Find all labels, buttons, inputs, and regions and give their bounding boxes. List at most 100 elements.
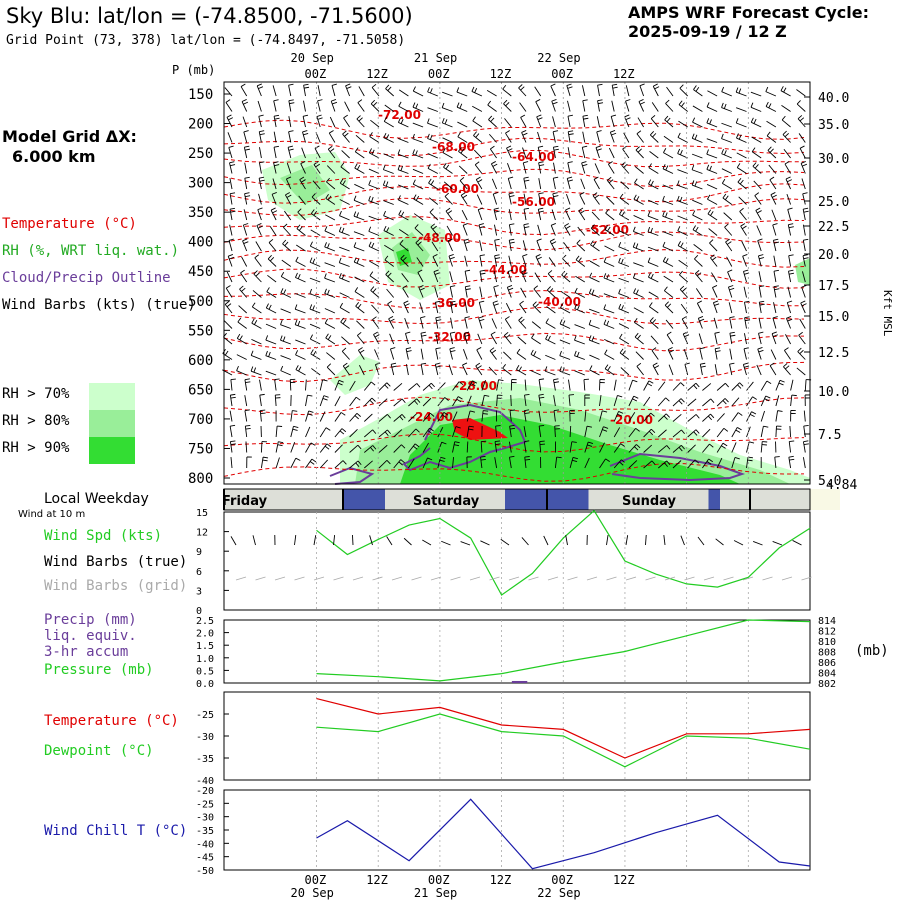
wind-barb-feather — [445, 164, 450, 170]
wind-barb — [474, 164, 483, 174]
wind-barb-feather — [721, 102, 724, 108]
wind-barb — [550, 85, 556, 97]
wind-barb — [721, 122, 732, 128]
windchill-panel-tick-label: -45 — [196, 853, 214, 864]
wind-barb — [804, 379, 807, 391]
wind-barb-feather — [647, 383, 653, 387]
wind-panel-tick-label: 0 — [196, 606, 202, 617]
wind-barb-feather — [553, 176, 559, 179]
wind-barb — [802, 457, 806, 469]
wind-barb-feather — [325, 193, 329, 199]
temperature-contour-label: -20.00 — [610, 413, 653, 427]
wind-barb-feather — [695, 87, 700, 92]
wind-barb-feather — [803, 443, 809, 446]
wind-barb — [553, 410, 556, 422]
wind-barb-feather — [316, 114, 322, 117]
wind-barb — [324, 277, 336, 283]
wind-barb-feather — [739, 207, 744, 212]
wind-barb — [770, 349, 777, 360]
wind-barb — [383, 184, 394, 190]
wind-barb-feather — [399, 239, 404, 245]
wind-barb-feather — [450, 285, 456, 288]
wind-barb — [295, 324, 306, 329]
wind-barb-feather — [665, 99, 670, 104]
wind-barb — [538, 410, 542, 422]
wind-barb-feather — [665, 258, 669, 264]
wind-barb — [305, 458, 313, 469]
wind-barb-feather — [448, 254, 454, 257]
wind-barb — [566, 193, 571, 205]
wind-barb-feather — [432, 225, 437, 230]
wind-barb-feather — [277, 444, 283, 447]
surface-pressure-line — [316, 619, 811, 682]
wind-barb — [706, 106, 718, 112]
wind-barb — [628, 444, 637, 453]
pressure-right-tick-label: 810 — [818, 637, 836, 648]
wind-barb — [773, 255, 777, 267]
wind-barb-feather — [419, 287, 425, 291]
wind-barb-feather — [800, 300, 806, 304]
wind-barb — [329, 116, 336, 128]
wind-barb — [327, 148, 336, 159]
wind-barb — [801, 178, 806, 190]
wind-barb — [342, 365, 350, 376]
wind-barb — [414, 227, 424, 236]
wind-barb — [728, 286, 733, 298]
wind-barb-feather — [502, 84, 507, 90]
wind-barb-feather — [244, 176, 250, 179]
wind-barb-feather — [553, 195, 559, 198]
wind-barb-feather — [538, 207, 544, 210]
wind-barb — [446, 225, 453, 236]
wind-barb-feather — [296, 224, 301, 229]
wind-barb-feather — [402, 285, 408, 289]
wind-barb — [628, 411, 636, 422]
wind-barb-feather — [785, 176, 791, 180]
wind-barb — [605, 212, 615, 221]
wind-barb — [524, 395, 527, 407]
wind-barb — [466, 380, 473, 391]
wind-barb-feather — [773, 238, 779, 241]
wind-barb — [802, 209, 806, 221]
wind-barb-feather — [567, 176, 573, 179]
wind-barb-feather — [369, 399, 374, 404]
wind-barb-feather — [267, 254, 272, 260]
wind-barbs-grid-label: Wind Barbs (grid) — [44, 578, 188, 594]
wind-barb-feather — [346, 86, 352, 89]
wind-barb-feather — [331, 99, 337, 102]
wind-barb-feather — [309, 257, 313, 263]
wind-barb-feather — [632, 379, 638, 383]
wind-barb-feather — [441, 118, 445, 124]
wind-barb-feather — [400, 118, 404, 124]
wind-barb-feather — [619, 348, 624, 354]
wind-barb — [242, 224, 248, 236]
wind-barb-feather — [563, 272, 568, 278]
wind-barb — [699, 348, 703, 360]
wind-barb-feather — [303, 83, 309, 86]
wind-barb-feather — [736, 163, 741, 168]
wind-barb-feather — [759, 300, 765, 303]
wind-barb-feather — [353, 242, 357, 248]
surface-grid-barb — [469, 576, 481, 581]
wind-barb-feather — [619, 461, 624, 466]
wind-barb — [229, 426, 233, 438]
wind-barb — [324, 322, 336, 329]
wind-barb — [258, 116, 262, 128]
wind-barb-feather — [288, 130, 294, 133]
wind-barb — [458, 165, 468, 174]
wind-barb-feather — [714, 303, 720, 306]
wind-barb — [787, 286, 792, 298]
wind-barb-feather — [744, 365, 750, 368]
wind-barb — [452, 381, 460, 391]
wind-barb — [574, 324, 585, 329]
surface-wind-barb — [772, 541, 783, 546]
wind-barb-feather — [230, 164, 236, 167]
wind-barb — [508, 441, 512, 453]
wind-barb — [226, 117, 233, 128]
wind-barb — [371, 304, 380, 314]
wind-barb — [415, 242, 424, 252]
wind-barb — [691, 153, 703, 159]
wind-barb — [345, 85, 351, 97]
wind-barb — [618, 277, 630, 283]
wind-barb — [802, 240, 806, 252]
wind-barb-feather — [297, 273, 301, 279]
